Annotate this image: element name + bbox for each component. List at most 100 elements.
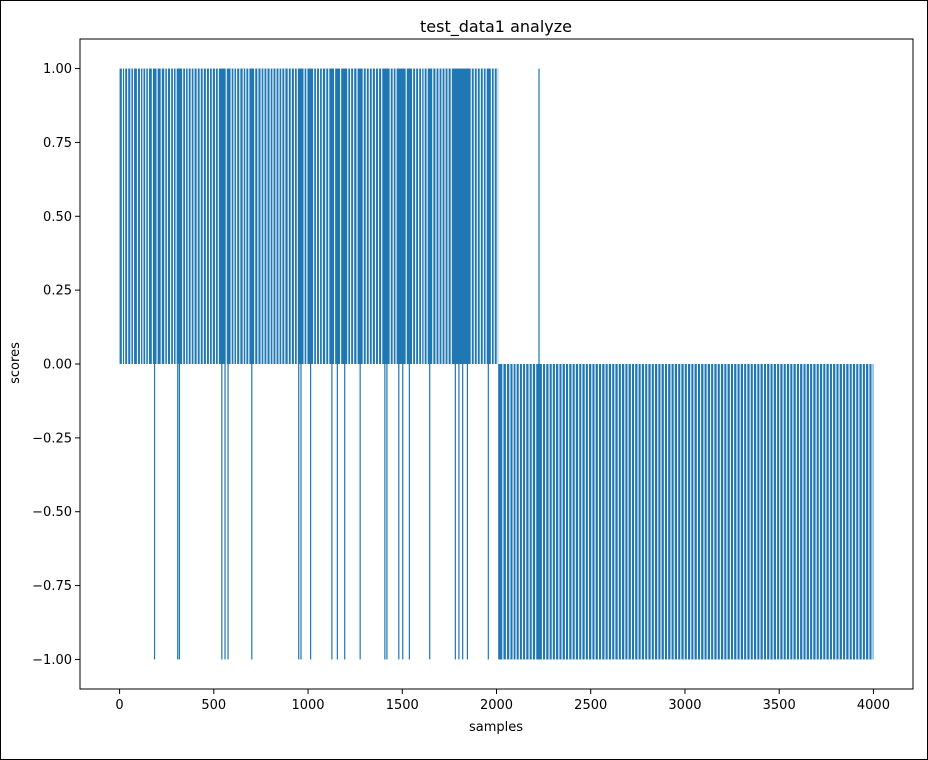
bar	[462, 364, 464, 660]
bar-gap	[441, 68, 443, 364]
bar-gap	[479, 68, 481, 364]
bar-gap	[551, 364, 553, 660]
bar-gap	[568, 364, 570, 660]
bar-gap	[121, 68, 123, 364]
bar-gap	[614, 364, 616, 660]
bar-gap	[217, 68, 219, 364]
bar-gap	[275, 68, 277, 364]
bar	[458, 364, 460, 660]
bar-gap	[521, 364, 524, 660]
bar-gap	[749, 364, 751, 660]
bar-gap	[205, 68, 207, 364]
bar-gap	[318, 68, 321, 364]
bar-gap	[242, 68, 244, 364]
bar-gap	[851, 364, 853, 660]
x-tick-label: 0	[115, 698, 123, 713]
bar-gap	[634, 364, 636, 660]
bar-gap	[257, 68, 259, 364]
y-tick-label: −0.25	[32, 431, 72, 446]
bar	[398, 364, 400, 660]
bar-gap	[245, 68, 247, 364]
bar-gap	[139, 68, 142, 364]
bar-gap	[858, 364, 860, 660]
bar-gap	[808, 364, 811, 660]
bar-gap	[785, 364, 787, 660]
bar	[454, 364, 456, 660]
bar-gap	[405, 68, 407, 364]
bar-gap	[476, 68, 478, 364]
bar	[344, 364, 346, 660]
bar-gap	[710, 364, 712, 660]
bar-gap	[700, 364, 702, 660]
bar	[359, 364, 361, 660]
bar-gap	[680, 364, 682, 660]
bar-gap	[782, 364, 784, 660]
bar-gap	[371, 68, 373, 364]
bar-gap	[716, 364, 718, 660]
y-tick-label: −0.75	[32, 579, 72, 594]
bar-gap	[752, 364, 754, 660]
bar-gap	[211, 68, 213, 364]
bar-gap	[581, 364, 583, 660]
y-tick-label: 0.25	[43, 284, 72, 299]
bar-gap	[450, 68, 452, 364]
bar-gap	[637, 364, 639, 660]
bar-gap	[377, 68, 380, 364]
bar-gap	[263, 68, 265, 364]
x-tick-label: 4000	[857, 698, 890, 713]
bar-gap	[325, 68, 327, 364]
bar-gap	[607, 364, 609, 660]
bar-gap	[624, 364, 626, 660]
bar-gap	[660, 364, 662, 660]
bar-gap	[438, 68, 440, 364]
bar-gap	[587, 364, 590, 660]
bar-gap	[164, 68, 166, 364]
bar-gap	[743, 364, 745, 660]
bar-gap	[432, 68, 434, 364]
bar-gap	[281, 68, 283, 364]
bar-gap	[290, 68, 292, 364]
bar	[336, 364, 338, 660]
bar-gap	[571, 364, 573, 660]
bar	[153, 364, 156, 660]
bar-gap	[502, 364, 504, 660]
bar-gap	[473, 68, 475, 364]
x-tick-label: 1500	[386, 698, 419, 713]
bar-gap	[769, 364, 771, 660]
bar-gap	[160, 68, 162, 364]
bar-gap	[187, 68, 189, 364]
bar-gap	[535, 364, 537, 660]
y-tick-label: −0.50	[32, 505, 72, 520]
bar-gap	[374, 68, 377, 364]
bar-gap	[525, 364, 527, 660]
bar-gap	[175, 68, 177, 364]
bar-gap	[703, 364, 705, 660]
bar-gap	[766, 364, 768, 660]
bar-gap	[825, 364, 827, 660]
bar	[178, 364, 181, 660]
x-tick-label: 3000	[668, 698, 701, 713]
bar-gap	[254, 68, 256, 364]
bar-gap	[485, 68, 487, 364]
bar	[221, 364, 223, 660]
bar-gap	[864, 364, 867, 660]
bar-gap	[353, 68, 355, 364]
bar-gap	[426, 68, 428, 364]
bar-gap	[421, 68, 423, 364]
bar-gap	[196, 68, 198, 364]
bar-gap	[444, 68, 446, 364]
bar-gap	[835, 364, 837, 660]
bar-gap	[578, 364, 580, 660]
bar-gap	[362, 68, 364, 364]
y-tick-label: −1.00	[32, 653, 72, 668]
bar-gap	[644, 364, 646, 660]
bar-gap	[630, 364, 632, 660]
bar-gap	[340, 68, 342, 364]
bar-gap	[509, 364, 511, 660]
bar-gap	[822, 364, 824, 660]
bar-gap	[650, 364, 652, 660]
bar-gap	[677, 364, 679, 660]
bar-gap	[193, 68, 195, 364]
bar-gap	[620, 364, 622, 660]
bar-gap	[260, 68, 262, 364]
